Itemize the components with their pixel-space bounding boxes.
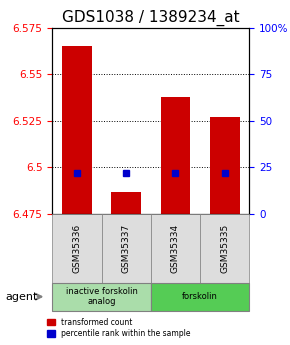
Bar [210,117,240,214]
Text: GSM35336: GSM35336 [72,224,81,273]
Bar [111,191,141,214]
Title: GDS1038 / 1389234_at: GDS1038 / 1389234_at [62,10,240,26]
Text: forskolin: forskolin [182,292,218,301]
Text: GSM35335: GSM35335 [220,224,229,273]
Text: GSM35337: GSM35337 [122,224,131,273]
Text: inactive forskolin
analog: inactive forskolin analog [66,287,137,306]
Text: agent: agent [6,292,38,302]
Bar [62,46,92,214]
Bar [161,97,190,214]
Legend: transformed count, percentile rank within the sample: transformed count, percentile rank withi… [47,318,191,338]
Text: GSM35334: GSM35334 [171,224,180,273]
